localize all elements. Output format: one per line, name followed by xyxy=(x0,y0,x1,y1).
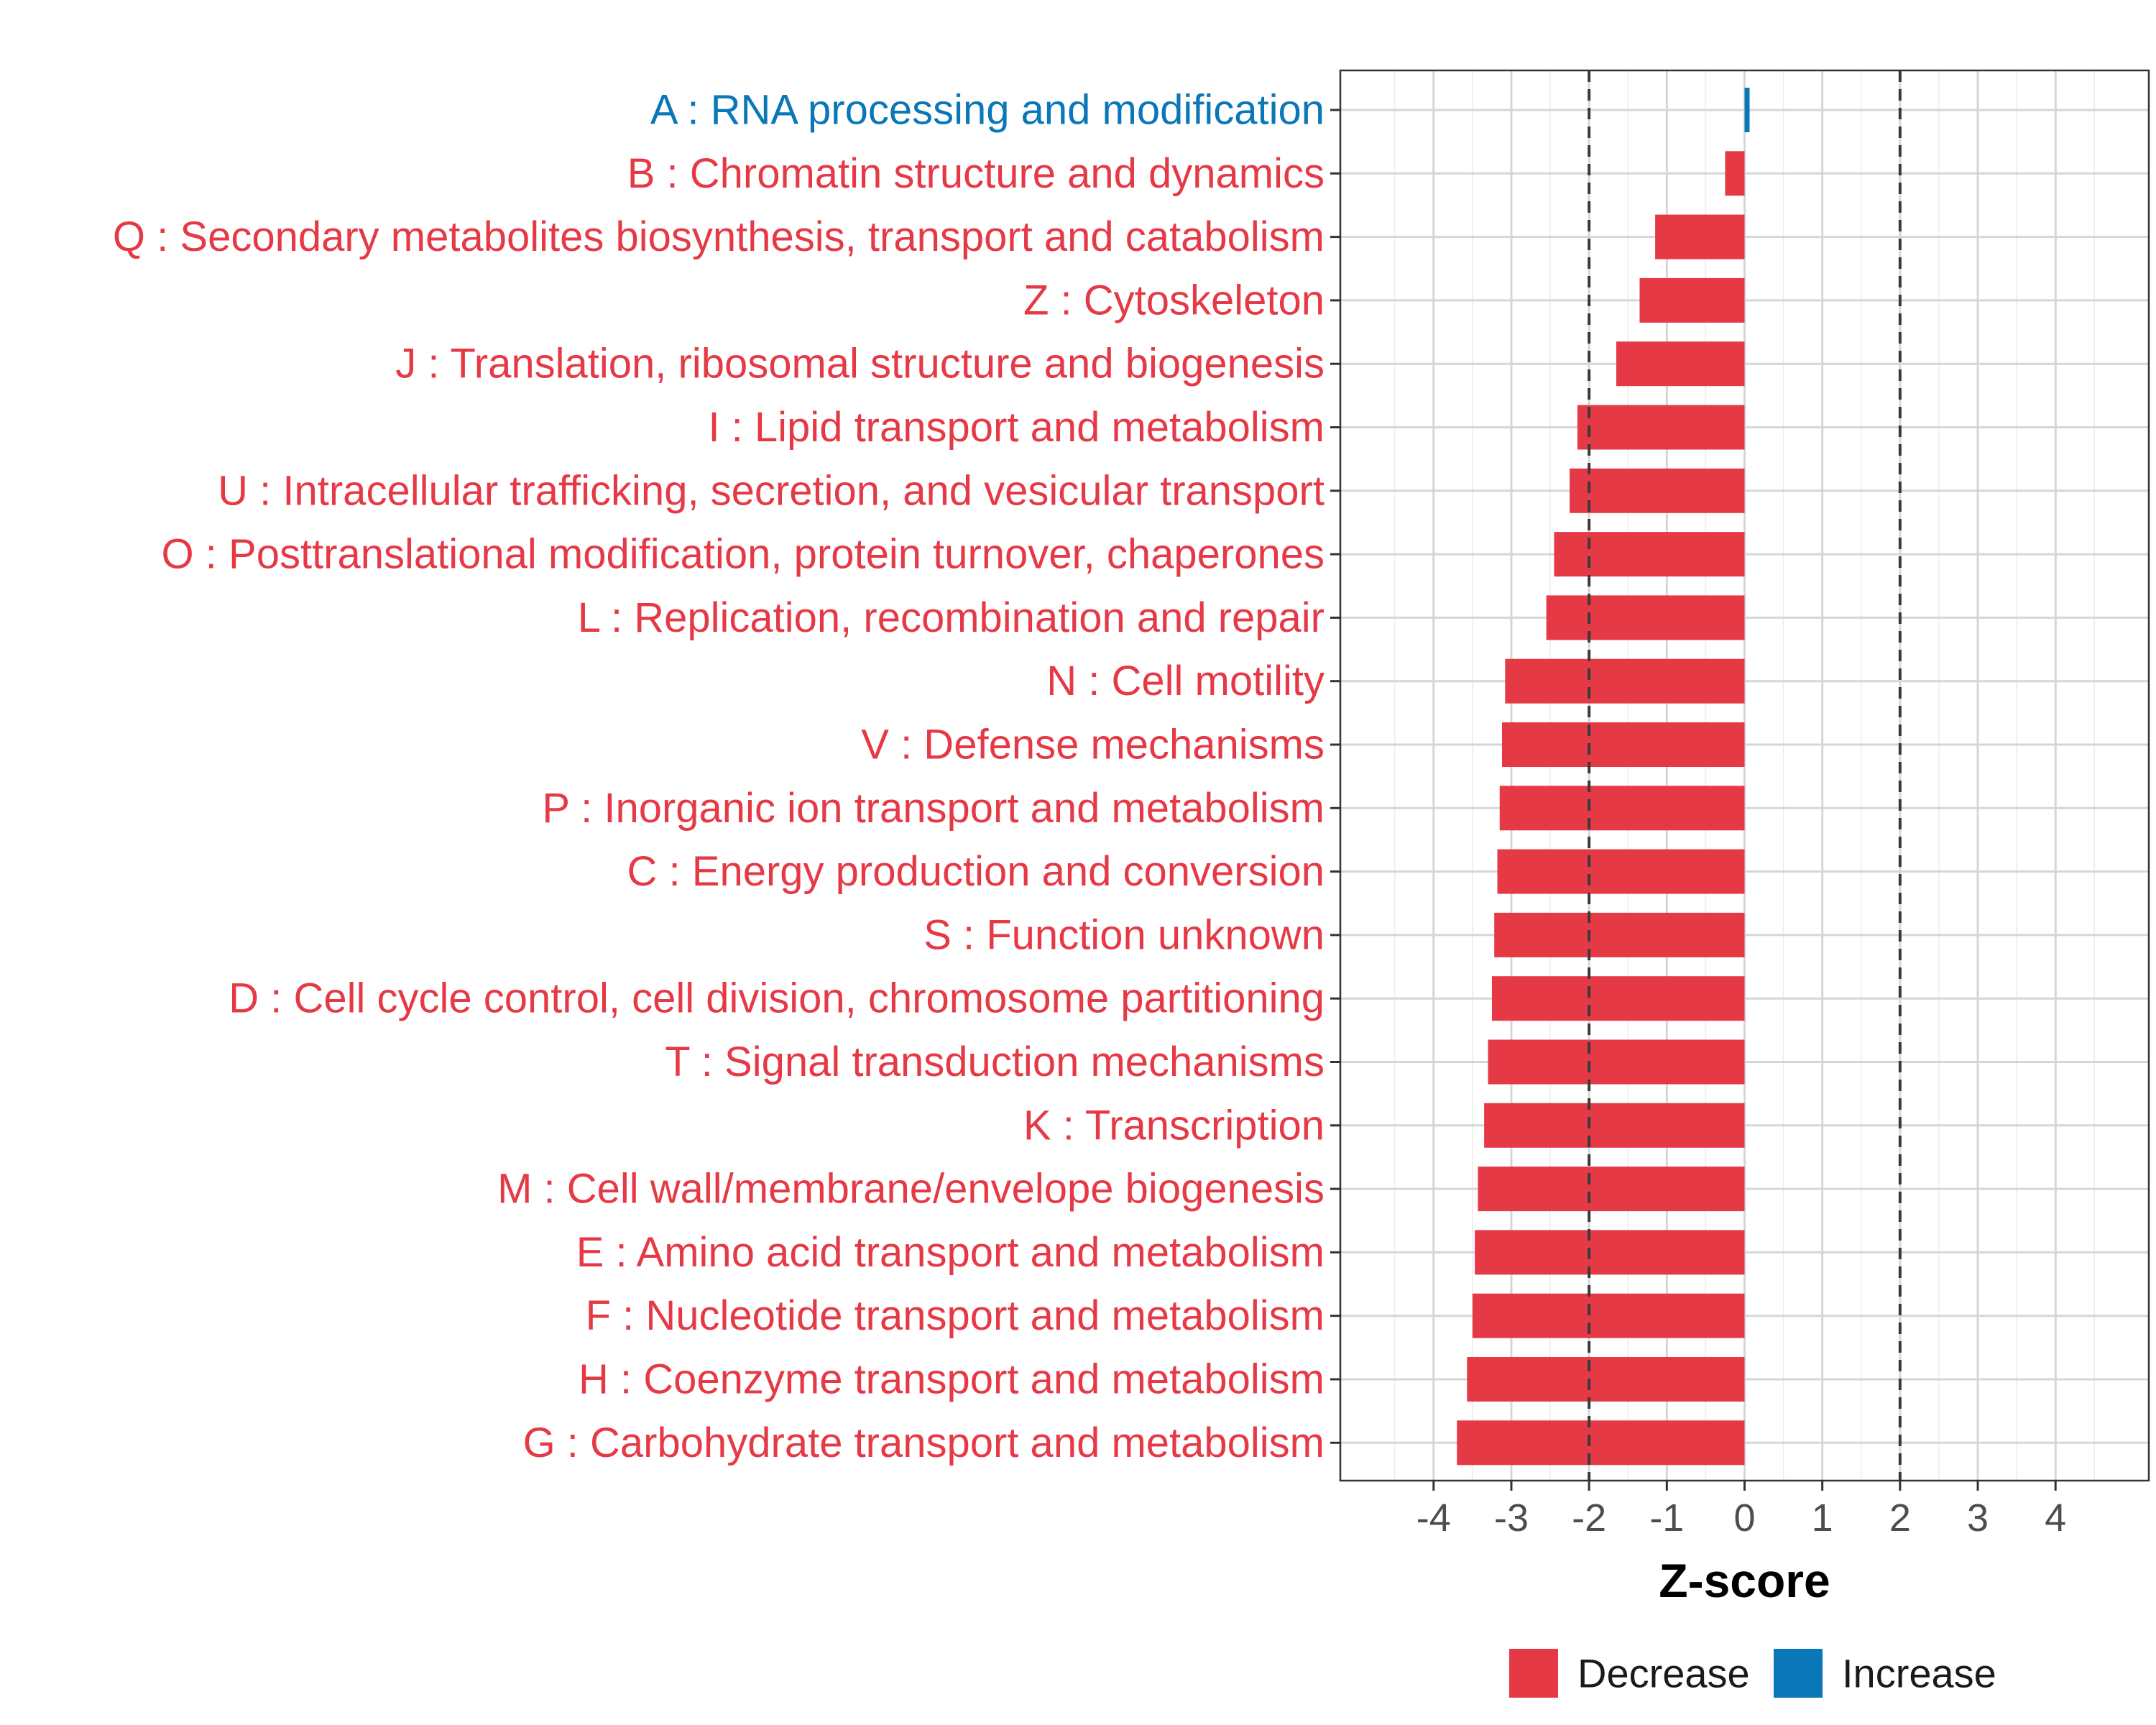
category-label: Z : Cytoskeleton xyxy=(1023,277,1325,323)
x-tick-labels: -4 -3 -2 -1 0 1 2 3 4 xyxy=(1416,1496,2066,1540)
category-label: G : Carbohydrate transport and metabolis… xyxy=(523,1420,1325,1466)
axis-ticks xyxy=(1330,109,2057,1491)
bar-b xyxy=(1725,151,1745,196)
category-label: D : Cell cycle control, cell division, c… xyxy=(229,975,1325,1022)
category-label: N : Cell motility xyxy=(1046,658,1325,704)
bar-v xyxy=(1502,722,1745,767)
category-label: M : Cell wall/membrane/envelope biogenes… xyxy=(497,1166,1325,1213)
x-tick-label: -2 xyxy=(1572,1496,1606,1540)
legend-key-increase xyxy=(1774,1649,1823,1698)
x-tick-label: 3 xyxy=(1967,1496,1989,1540)
bar-p xyxy=(1499,786,1745,831)
bar-g xyxy=(1457,1420,1745,1466)
legend-label-decrease: Decrease xyxy=(1577,1651,1750,1696)
x-tick-label: 1 xyxy=(1812,1496,1833,1540)
bar-h xyxy=(1467,1357,1745,1402)
category-label: I : Lipid transport and metabolism xyxy=(708,404,1325,451)
bar-q xyxy=(1655,214,1745,259)
category-label: H : Coenzyme transport and metabolism xyxy=(579,1356,1325,1403)
x-tick-label: 4 xyxy=(2045,1496,2066,1540)
category-label: J : Translation, ribosomal structure and… xyxy=(395,341,1325,387)
category-label: U : Intracellular trafficking, secretion… xyxy=(218,467,1325,514)
x-tick-label: 0 xyxy=(1733,1496,1755,1540)
category-label: S : Function unknown xyxy=(923,911,1325,958)
x-tick-label: 2 xyxy=(1889,1496,1911,1540)
x-tick-label: -3 xyxy=(1494,1496,1529,1540)
bar-d xyxy=(1491,976,1745,1021)
category-label: P : Inorganic ion transport and metaboli… xyxy=(542,785,1325,832)
bar-s xyxy=(1494,912,1745,957)
x-axis-title: Z-score xyxy=(1659,1554,1830,1607)
bar-k xyxy=(1484,1103,1745,1148)
category-label: C : Energy production and conversion xyxy=(627,848,1325,895)
legend-key-decrease xyxy=(1509,1649,1558,1698)
x-tick-label: -1 xyxy=(1649,1496,1684,1540)
bar-t xyxy=(1488,1039,1745,1085)
category-label: Q : Secondary metabolites biosynthesis, … xyxy=(113,213,1325,260)
bar-l xyxy=(1546,595,1745,640)
category-label: A : RNA processing and modification xyxy=(650,87,1325,134)
legend-label-increase: Increase xyxy=(1842,1651,1996,1696)
category-labels: A : RNA processing and modification B : C… xyxy=(113,87,1325,1466)
category-label: L : Replication, recombination and repai… xyxy=(578,594,1325,641)
category-label: F : Nucleotide transport and metabolism xyxy=(586,1292,1325,1339)
bar-o xyxy=(1554,532,1745,577)
bar-a xyxy=(1744,88,1750,132)
bar-z xyxy=(1639,277,1745,323)
category-label: O : Posttranslational modification, prot… xyxy=(162,531,1325,578)
bar-e xyxy=(1475,1230,1745,1275)
category-label: K : Transcription xyxy=(1023,1102,1325,1149)
legend: Decrease Increase xyxy=(1509,1649,1996,1698)
threshold-lines xyxy=(1588,70,1902,1481)
bar-f xyxy=(1472,1293,1745,1338)
bar-m xyxy=(1478,1167,1745,1212)
category-label: B : Chromatin structure and dynamics xyxy=(627,150,1325,197)
category-label: E : Amino acid transport and metabolism xyxy=(576,1229,1325,1276)
category-label: T : Signal transduction mechanisms xyxy=(665,1039,1325,1085)
x-tick-label: -4 xyxy=(1416,1496,1451,1540)
bar-u xyxy=(1570,468,1745,513)
bar-n xyxy=(1505,658,1745,704)
bar-j xyxy=(1616,341,1745,387)
category-label: V : Defense mechanisms xyxy=(861,722,1325,768)
bar-c xyxy=(1497,849,1745,894)
bar-i xyxy=(1577,405,1745,450)
bars xyxy=(1457,88,1750,1466)
